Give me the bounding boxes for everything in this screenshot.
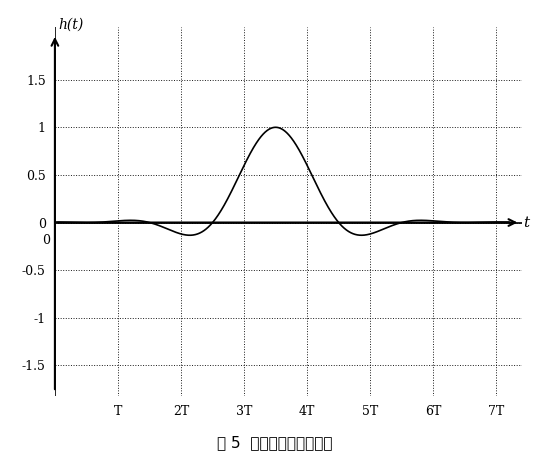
Text: t: t — [523, 216, 529, 229]
Text: 0: 0 — [42, 234, 50, 247]
Text: 图 5  成形信号的时域波形: 图 5 成形信号的时域波形 — [217, 435, 332, 450]
Text: h(t): h(t) — [58, 18, 83, 32]
